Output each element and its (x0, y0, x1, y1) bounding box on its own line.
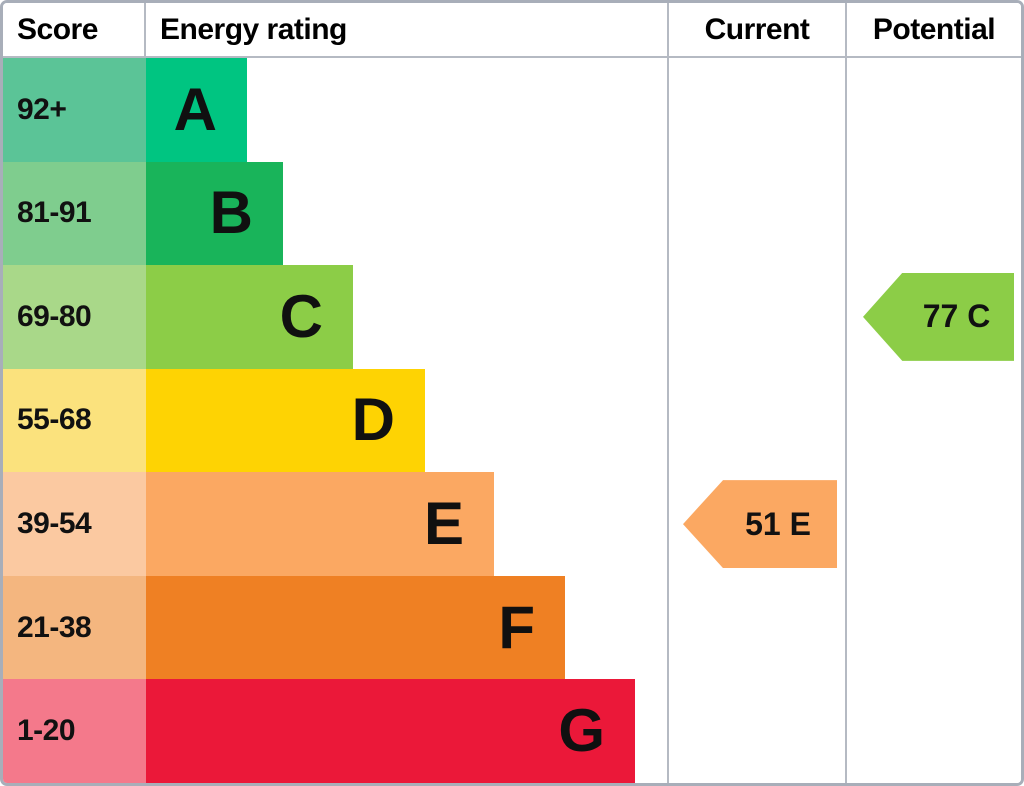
rating-row-a: A (146, 58, 667, 162)
potential-cell-a (845, 58, 1021, 162)
score-range-a: 92+ (3, 58, 146, 162)
current-cell-c (667, 265, 845, 369)
current-cell-a (667, 58, 845, 162)
current-cell-e: 51 E (667, 472, 845, 576)
potential-cell-f (845, 575, 1021, 680)
potential-rating-arrow: 77 C (863, 272, 1014, 361)
rating-bar-c: C (146, 265, 353, 369)
current-cell-f (667, 575, 845, 680)
current-rating-arrow: 51 E (683, 480, 837, 569)
rating-bar-e: E (146, 472, 494, 576)
current-cell-b (667, 161, 845, 266)
column-header-potential: Potential (845, 3, 1021, 58)
rating-bar-g: G (146, 679, 635, 783)
score-range-b: 81-91 (3, 161, 146, 266)
current-cell-g (667, 679, 845, 783)
rating-bar-b: B (146, 161, 283, 266)
rating-bar-d: D (146, 368, 425, 473)
column-header-energy-rating: Energy rating (146, 3, 667, 58)
score-range-e: 39-54 (3, 472, 146, 576)
rating-row-f: F (146, 575, 667, 680)
rating-bar-f: F (146, 575, 565, 680)
rating-row-e: E (146, 472, 667, 576)
current-cell-d (667, 368, 845, 473)
potential-cell-c: 77 C (845, 265, 1021, 369)
potential-cell-g (845, 679, 1021, 783)
rating-bar-a: A (146, 58, 247, 162)
score-range-c: 69-80 (3, 265, 146, 369)
rating-row-b: B (146, 161, 667, 266)
rating-row-g: G (146, 679, 667, 783)
potential-cell-e (845, 472, 1021, 576)
score-range-f: 21-38 (3, 575, 146, 680)
potential-cell-b (845, 161, 1021, 266)
rating-row-c: C (146, 265, 667, 369)
score-range-d: 55-68 (3, 368, 146, 473)
rating-row-d: D (146, 368, 667, 473)
potential-cell-d (845, 368, 1021, 473)
score-range-g: 1-20 (3, 679, 146, 783)
column-header-score: Score (3, 3, 146, 58)
column-header-current: Current (667, 3, 845, 58)
